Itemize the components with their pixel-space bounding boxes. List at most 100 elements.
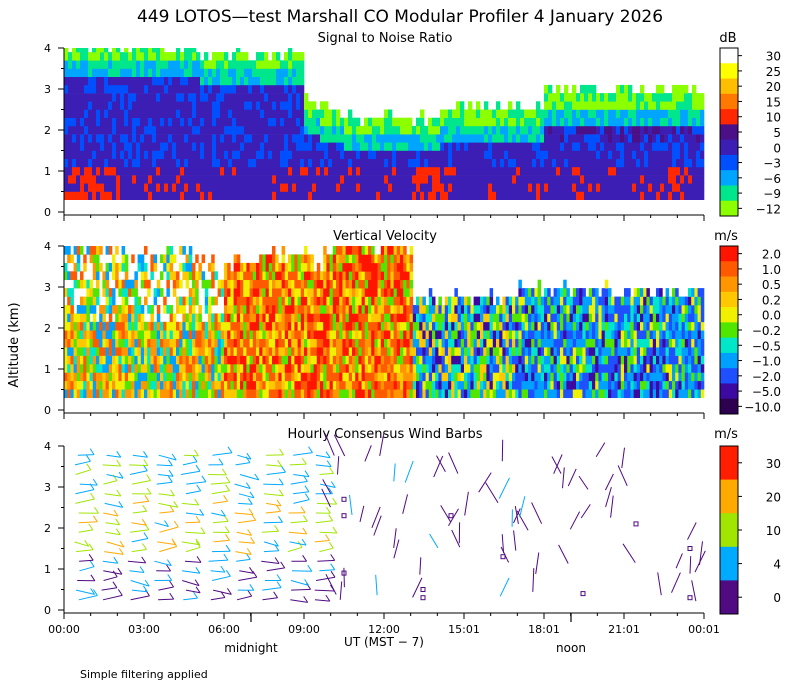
- velocity-cell: [448, 313, 452, 323]
- snr-cell: [688, 125, 693, 135]
- snr-cell: [188, 52, 193, 61]
- snr-cell: [84, 125, 89, 135]
- velocity-cell: [176, 330, 180, 340]
- velocity-cell: [316, 321, 321, 331]
- snr-cell: [308, 134, 313, 143]
- velocity-cell: [534, 288, 538, 297]
- snr-cell: [568, 125, 573, 135]
- snr-cell: [88, 191, 93, 200]
- snr-cell: [620, 134, 625, 143]
- velocity-cell: [374, 321, 378, 331]
- snr-cell: [480, 158, 485, 168]
- snr-cell: [168, 166, 173, 176]
- velocity-cell: [524, 296, 529, 306]
- snr-cell: [480, 183, 485, 192]
- snr-cell: [160, 101, 165, 110]
- snr-cell: [400, 125, 405, 135]
- velocity-cell: [262, 330, 266, 340]
- snr-cell: [344, 117, 349, 127]
- snr-cell: [484, 101, 489, 110]
- velocity-cell: [294, 321, 298, 331]
- snr-cell: [328, 191, 333, 200]
- velocity-cell: [342, 372, 346, 382]
- velocity-cell: [476, 313, 481, 323]
- velocity-cell: [297, 279, 302, 289]
- velocity-cell: [134, 372, 138, 382]
- snr-cell: [128, 142, 133, 151]
- velocity-cell: [86, 380, 90, 390]
- velocity-cell: [435, 347, 439, 356]
- snr-cell: [320, 183, 325, 192]
- velocity-cell: [572, 288, 577, 297]
- snr-cell: [172, 142, 177, 151]
- velocity-cell: [240, 271, 244, 281]
- snr-cell: [516, 134, 521, 143]
- velocity-cell: [467, 380, 471, 390]
- snr-cell: [428, 134, 433, 143]
- velocity-cell: [246, 262, 250, 272]
- velocity-cell: [243, 321, 247, 331]
- snr-cell: [116, 60, 121, 69]
- velocity-cell: [259, 296, 263, 306]
- snr-cell: [328, 142, 333, 151]
- snr-cell: [396, 134, 401, 143]
- velocity-cell: [598, 330, 602, 340]
- velocity-cell: [92, 338, 97, 348]
- velocity-cell: [454, 380, 458, 390]
- velocity-cell: [457, 305, 462, 314]
- snr-cell: [248, 125, 253, 135]
- snr-cell: [392, 158, 397, 168]
- velocity-cell: [550, 338, 554, 348]
- velocity-cell: [617, 330, 622, 340]
- snr-cell: [524, 183, 529, 192]
- velocity-cell: [579, 305, 583, 314]
- snr-cell: [668, 109, 673, 118]
- velocity-cell: [611, 321, 615, 331]
- velocity-cell: [163, 321, 167, 331]
- snr-cell: [636, 175, 641, 184]
- velocity-cell: [601, 355, 606, 365]
- snr-cell: [192, 109, 197, 118]
- velocity-cell: [489, 372, 494, 382]
- snr-cell: [104, 125, 109, 135]
- snr-cell: [404, 191, 409, 200]
- snr-cell: [64, 52, 69, 61]
- snr-cell: [548, 93, 553, 102]
- velocity-cell: [278, 296, 282, 306]
- velocity-cell: [480, 330, 484, 340]
- velocity-cell: [380, 389, 385, 399]
- velocity-cell: [544, 321, 548, 331]
- snr-cell: [644, 134, 649, 143]
- snr-cell: [144, 142, 149, 151]
- velocity-cell: [179, 305, 183, 314]
- snr-cell: [80, 52, 85, 61]
- velocity-cell: [121, 380, 126, 390]
- snr-cell: [284, 125, 289, 135]
- snr-cell: [460, 150, 465, 159]
- snr-cell: [576, 183, 581, 192]
- snr-cell: [216, 93, 221, 102]
- velocity-cell: [608, 389, 612, 399]
- snr-cell: [496, 150, 501, 159]
- velocity-cell: [384, 246, 388, 255]
- snr-cell: [528, 191, 533, 200]
- velocity-cell: [441, 321, 446, 331]
- velocity-cell: [521, 321, 526, 331]
- velocity-cell: [544, 372, 548, 382]
- snr-cell: [488, 191, 493, 200]
- snr-cell: [484, 142, 489, 151]
- snr-cell: [640, 150, 645, 159]
- velocity-cell: [265, 389, 270, 399]
- velocity-cell: [246, 364, 250, 373]
- snr-cell: [276, 183, 281, 192]
- velocity-cell: [121, 246, 126, 255]
- snr-cell: [588, 93, 593, 102]
- velocity-cell: [422, 305, 426, 314]
- snr-cell: [124, 166, 129, 176]
- snr-cell: [268, 68, 273, 77]
- snr-cell: [340, 158, 345, 168]
- snr-cell: [488, 109, 493, 118]
- velocity-cell: [316, 372, 321, 382]
- snr-cell: [640, 125, 645, 135]
- velocity-cell: [224, 288, 228, 297]
